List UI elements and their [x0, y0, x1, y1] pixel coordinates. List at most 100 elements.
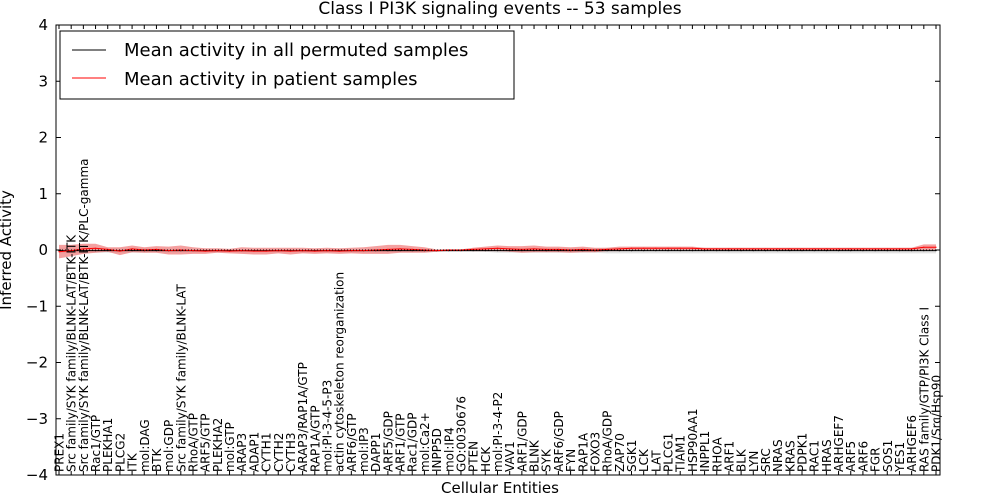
- data-point-s0-61: [801, 250, 803, 252]
- data-point-s1-16: [253, 250, 255, 252]
- data-point-s1-36: [496, 247, 499, 249]
- data-point-s1-37: [509, 248, 511, 250]
- data-point-s1-43: [582, 248, 584, 250]
- data-point-s1-64: [838, 248, 840, 250]
- data-point-s1-12: [204, 250, 206, 252]
- x-tick-label: ZAP70: [613, 433, 627, 472]
- data-point-s1-11: [192, 250, 194, 252]
- data-point-s0-58: [764, 250, 767, 252]
- x-tick-label: PDPK1: [796, 433, 810, 472]
- x-tick-label: BLNK: [528, 439, 542, 472]
- data-point-s1-57: [752, 248, 754, 250]
- x-tick-label: RhoA/GTP: [187, 413, 201, 472]
- series-lines: [58, 246, 937, 253]
- y-axis: −4 −3 −2 −1 0 1 2 3 4: [26, 16, 940, 484]
- x-tick-label: FGR: [869, 447, 883, 472]
- x-tick-label: VAV1: [503, 441, 517, 472]
- data-point-s0-64: [838, 250, 840, 252]
- x-tick-label: TIAM1: [674, 435, 688, 473]
- data-point-s0-46: [618, 250, 620, 252]
- x-tick-label: RAC1: [808, 440, 822, 472]
- x-tick-label: RHOA: [710, 436, 724, 472]
- data-point-s1-31: [436, 250, 438, 252]
- x-tick-label: RAS family/GTP/PI3K Class I: [917, 307, 931, 472]
- x-tick-label: SYK: [540, 448, 554, 472]
- data-point-s1-72: [935, 246, 937, 248]
- data-point-s0-60: [789, 250, 791, 252]
- x-tick-label: INPP5D: [430, 428, 444, 472]
- data-point-s1-5: [119, 250, 121, 252]
- x-tick-label: SRC: [759, 448, 773, 472]
- x-tick-label: ARAP3/RAP1A/GTP: [296, 362, 310, 472]
- data-point-s1-46: [618, 248, 620, 250]
- data-point-s1-67: [874, 248, 876, 250]
- x-tick-label: Src family/SYK family/BLNK-LAT/BTK-ITK: [65, 234, 79, 472]
- data-point-s1-52: [691, 247, 694, 249]
- data-point-s1-47: [630, 247, 633, 249]
- x-tick-label: LAT: [649, 450, 663, 472]
- data-point-s0-45: [606, 250, 608, 252]
- x-tick-label: BTK: [150, 447, 164, 472]
- data-point-s1-58: [764, 248, 767, 250]
- legend-label-permuted: Mean activity in all permuted samples: [124, 40, 468, 61]
- y-tick-label: −4: [26, 466, 48, 484]
- x-tick-label: HCK: [479, 446, 493, 472]
- data-point-s0-41: [557, 250, 560, 252]
- x-tick-label: mol:DAG: [138, 419, 152, 472]
- data-point-s1-2: [82, 248, 84, 250]
- chart-title: Class I PI3K signaling events -- 53 samp…: [318, 0, 681, 19]
- x-tick-label: ITK: [126, 452, 140, 472]
- x-tick-label: ARF1/GTP: [394, 413, 408, 472]
- data-point-s0-8: [155, 250, 157, 252]
- data-point-s0-28: [399, 250, 401, 252]
- data-point-s1-54: [716, 248, 718, 250]
- data-point-s1-68: [886, 248, 888, 250]
- x-tick-label: KRAS: [783, 440, 797, 472]
- data-point-s1-51: [679, 247, 681, 249]
- data-point-s1-45: [606, 248, 608, 250]
- data-point-s1-0: [58, 251, 60, 253]
- data-point-s1-28: [399, 248, 401, 250]
- x-tick-label: FOXO3: [588, 432, 602, 472]
- data-point-s1-56: [740, 248, 742, 250]
- x-tick-label: LCK: [637, 448, 651, 472]
- x-tick-label: actin cytoskeleton reorganization: [333, 272, 347, 472]
- data-point-s1-70: [911, 248, 913, 250]
- data-point-s0-43: [582, 250, 584, 252]
- data-point-s1-25: [362, 250, 365, 252]
- x-tick-label: FYN: [564, 449, 578, 472]
- plot-frame: [55, 24, 941, 476]
- x-tick-label: CYTH3: [284, 432, 298, 472]
- x-tick-label: mol:IP4: [442, 427, 456, 472]
- data-point-s0-63: [825, 250, 828, 252]
- legend-box: [59, 30, 515, 100]
- data-point-s1-10: [180, 249, 182, 251]
- data-point-s1-48: [643, 247, 645, 249]
- x-tick-label: mol:GTP: [223, 422, 237, 472]
- x-tick-label: ARF6: [856, 441, 870, 472]
- y-tick-label: 0: [38, 241, 48, 259]
- data-point-s0-27: [387, 250, 389, 252]
- x-tick-label: PLCG1: [662, 433, 676, 472]
- x-tick-label: HRAS: [820, 439, 834, 472]
- data-point-s1-9: [168, 250, 170, 252]
- x-tick-label: GO:0030676: [455, 396, 469, 472]
- x-tick-label: SGK1: [625, 440, 639, 472]
- x-tick-label: SOS1: [881, 440, 895, 472]
- data-point-s1-14: [228, 250, 231, 252]
- x-tick-label: RhoA/GDP: [601, 411, 615, 472]
- data-point-s1-23: [338, 250, 340, 252]
- x-tick-label: ARF5/GDP: [381, 411, 395, 472]
- data-point-s1-63: [825, 248, 828, 250]
- x-tick-label: ARAP3: [235, 433, 249, 472]
- x-tick-label: RAP1A: [576, 432, 590, 472]
- x-tick-label: YES1: [893, 442, 907, 473]
- y-tick-label: −1: [26, 297, 48, 315]
- x-tick-label: Src family/SYK family/BLNK-LAT/BTK-ITK/P…: [77, 158, 91, 472]
- data-point-s1-50: [667, 247, 669, 249]
- x-tick-label: ARF6/GTP: [345, 413, 359, 472]
- x-tick-label: ARF1/GDP: [515, 411, 529, 472]
- x-tick-label: HSP90AA1: [686, 408, 700, 472]
- x-tick-label: mol:PI-3-4-P2: [491, 392, 505, 472]
